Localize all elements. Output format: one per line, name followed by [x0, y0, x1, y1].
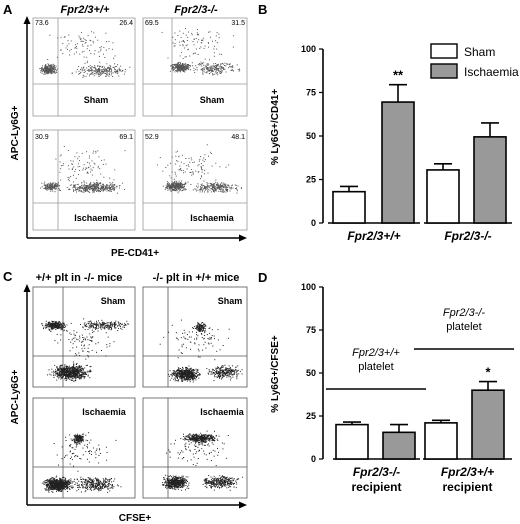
- panel-c-plot-1-condition: Sham: [101, 296, 126, 306]
- group-note-genotype: Fpr2/3+/+: [352, 347, 400, 359]
- y-tick-label: 50: [306, 131, 316, 141]
- legend-label: Ischaemia: [464, 65, 519, 79]
- y-tick-label: 25: [306, 411, 316, 421]
- group-note-label: platelet: [358, 361, 393, 373]
- y-tick-label: 0: [311, 218, 316, 228]
- panel-d-chart: 0255075100Fpr2/3-/-recipientFpr2/3+/+rec…: [301, 282, 514, 494]
- panel-a-y-axis-label: APC-Ly6G+: [10, 105, 21, 160]
- bar-ischaemia: [473, 136, 507, 224]
- group-note-label: platelet: [446, 321, 481, 333]
- bar-sham: [332, 190, 366, 224]
- panel-c-letter: C: [3, 269, 13, 284]
- panel-c-plot-2-condition: Sham: [218, 296, 243, 306]
- category-label: Fpr2/3-/-: [444, 229, 491, 243]
- panel-c-plot-3: Ischaemia: [32, 397, 136, 499]
- panel-c-y-arrow-head: [23, 284, 31, 292]
- category-label: Fpr2/3+/+: [347, 229, 400, 243]
- category-sublabel: recipient: [442, 480, 492, 494]
- y-tick-label: 25: [306, 175, 316, 185]
- y-tick-label: 50: [306, 368, 316, 378]
- panel-c-plot-3-condition: Ischaemia: [82, 407, 127, 417]
- significance-marker: *: [485, 365, 491, 380]
- panel-d-y-axis-label: % Ly6G+/CFSE+: [270, 335, 281, 413]
- panel-d-letter: D: [258, 270, 267, 285]
- panel-a-col-header-1: Fpr2/3+/+: [61, 4, 110, 16]
- panel-a-plot-4-right-pct: 48.1: [231, 134, 245, 141]
- bar-ischaemia: [382, 431, 416, 460]
- bar-sham: [426, 169, 460, 224]
- y-tick-label: 100: [301, 282, 316, 292]
- panel-a-x-axis-label: PE-CD41+: [111, 248, 159, 259]
- panel-c-plot-4-condition: Ischaemia: [200, 407, 245, 417]
- panel-c-x-arrow-head: [239, 501, 247, 509]
- panel-a-plot-2-condition: Sham: [200, 95, 225, 105]
- panel-c-x-axis-label: CFSE+: [119, 513, 152, 524]
- panel-a-plot-3-left-pct: 30.9: [35, 134, 49, 141]
- panel-a-plot-4-condition: Ischaemia: [190, 213, 235, 223]
- y-tick-label: 75: [306, 88, 316, 98]
- panel-a-plot-2-left-pct: 69.5: [145, 20, 159, 27]
- panel-a-plot-2-right-pct: 31.5: [231, 20, 245, 27]
- legend-label: Sham: [464, 45, 495, 59]
- panel-a-plot-4: 52.9 48.1 Ischaemia: [142, 129, 248, 231]
- panel-c-col-header-1: +/+ plt in -/- mice: [36, 272, 123, 284]
- panel-a-x-arrow-head: [239, 234, 247, 242]
- panel-c-plot-1: Sham: [32, 286, 136, 388]
- panel-a-plot-3: 30.9 69.1 Ischaemia: [32, 129, 136, 231]
- legend-swatch: [430, 43, 458, 59]
- panel-a-plot-1: 73.6 26.4 Sham: [32, 17, 136, 117]
- panel-b-chart: 0 25 50 75 100 Fpr2/3+/+ Fpr2/3-/- ** Sham Ischae…: [301, 43, 519, 243]
- category-label: Fpr2/3+/+: [441, 465, 494, 479]
- panel-a-plot-3-condition: Ischaemia: [74, 213, 119, 223]
- panel-a-plot-4-left-pct: 52.9: [145, 134, 159, 141]
- panel-b-y-axis-label: % Ly6G+/CD41+: [270, 89, 281, 165]
- y-tick-label: 75: [306, 325, 316, 335]
- panel-c-plot-4: Ischaemia: [142, 397, 248, 499]
- category-sublabel: recipient: [351, 480, 401, 494]
- panel-a-plot-1-left-pct: 73.6: [35, 20, 49, 27]
- category-label: Fpr2/3-/-: [353, 465, 400, 479]
- panel-b-letter: B: [258, 2, 267, 17]
- legend-swatch: [430, 63, 458, 79]
- significance-marker: **: [393, 68, 404, 83]
- y-tick-label: 100: [301, 44, 316, 54]
- panel-a-plot-1-condition: Sham: [84, 95, 109, 105]
- panel-a-plot-3-right-pct: 69.1: [119, 134, 133, 141]
- panel-a-letter: A: [3, 2, 13, 17]
- panel-c-plot-2: Sham: [142, 286, 248, 388]
- group-note-genotype: Fpr2/3-/-: [443, 307, 486, 319]
- panel-c-y-axis-label: APC-Ly6G+: [10, 369, 21, 424]
- panel-a-plot-2: 69.5 31.5 Sham: [142, 17, 248, 117]
- bar-sham: [335, 423, 369, 460]
- y-tick-label: 0: [311, 454, 316, 464]
- panel-c-col-header-2: -/- plt in +/+ mice: [153, 272, 240, 284]
- bar-ischaemia: [381, 101, 415, 224]
- bar-ischaemia: [471, 389, 505, 460]
- panel-a-y-arrow-head: [23, 16, 31, 24]
- bar-sham: [424, 422, 458, 460]
- panel-a-plot-1-right-pct: 26.4: [119, 20, 133, 27]
- panel-a-col-header-2: Fpr2/3-/-: [174, 4, 218, 16]
